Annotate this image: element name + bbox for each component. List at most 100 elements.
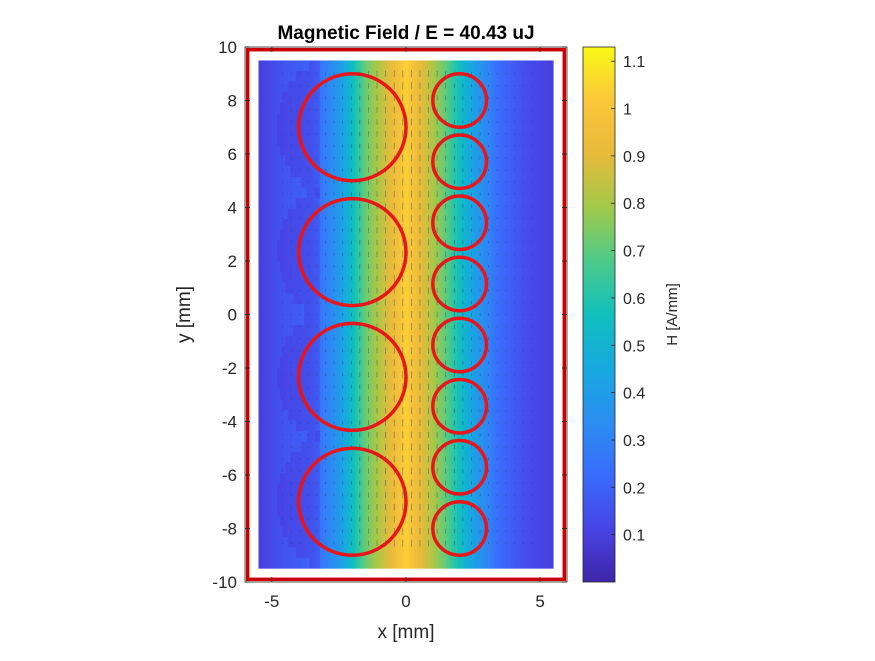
field-cell — [287, 166, 292, 178]
field-cell — [279, 325, 284, 337]
field-cell — [293, 208, 297, 220]
field-cell — [534, 558, 539, 569]
field-cell — [470, 325, 474, 337]
field-cell — [526, 547, 531, 559]
field-cell — [379, 92, 383, 104]
field-cell — [489, 70, 493, 83]
field-cell — [513, 441, 517, 453]
field-cell — [309, 113, 313, 125]
field-cell — [505, 558, 509, 569]
field-cell — [274, 494, 278, 506]
field-cell — [309, 420, 313, 432]
field-cell — [301, 367, 305, 379]
field-cell — [499, 515, 504, 527]
field-cell — [505, 452, 509, 464]
field-cell — [470, 430, 474, 443]
field-cell — [282, 356, 286, 369]
field-cell — [430, 409, 434, 421]
field-cell — [312, 176, 316, 189]
field-cell — [290, 367, 294, 379]
field-cell — [330, 145, 335, 157]
field-cell — [406, 515, 410, 527]
field-cell — [312, 70, 316, 83]
field-cell — [481, 60, 485, 72]
field-cell — [497, 452, 501, 464]
field-cell — [285, 187, 289, 199]
field-cell — [532, 250, 536, 263]
field-cell — [285, 229, 289, 241]
field-cell — [456, 92, 461, 104]
field-cell — [414, 145, 418, 157]
field-cell — [290, 505, 294, 517]
field-cell — [336, 293, 340, 305]
field-cell — [502, 483, 506, 496]
field-cell — [322, 92, 327, 104]
field-cell — [320, 240, 324, 252]
field-cell — [416, 335, 421, 347]
field-cell — [392, 505, 396, 517]
field-cell — [467, 113, 471, 125]
field-cell — [333, 483, 337, 496]
field-cell — [301, 558, 305, 569]
field-cell — [365, 515, 370, 527]
field-cell — [274, 155, 278, 167]
field-cell — [365, 219, 370, 231]
field-cell — [306, 250, 310, 263]
field-cell — [381, 113, 386, 125]
field-cell — [287, 219, 292, 231]
field-cell — [446, 515, 450, 527]
field-cell — [346, 102, 351, 114]
field-cell — [430, 515, 434, 527]
field-cell — [440, 282, 445, 294]
field-cell — [269, 166, 273, 178]
field-cell — [285, 92, 289, 104]
field-cell — [526, 198, 531, 210]
field-cell — [363, 430, 367, 443]
field-cell — [363, 261, 367, 273]
field-cell — [317, 430, 321, 443]
field-cell — [269, 515, 273, 527]
field-cell — [521, 250, 525, 263]
field-cell — [263, 134, 268, 146]
field-cell — [333, 282, 337, 294]
field-cell — [325, 272, 329, 284]
field-cell — [274, 208, 278, 220]
field-cell — [510, 250, 514, 263]
field-cell — [376, 70, 380, 83]
field-cell — [338, 208, 343, 220]
field-cell — [524, 261, 528, 273]
field-cell — [532, 145, 536, 157]
field-cell — [427, 303, 431, 316]
field-cell — [336, 536, 340, 549]
field-cell — [352, 81, 356, 93]
field-cell — [290, 356, 294, 369]
field-cell — [473, 505, 477, 517]
field-cell — [333, 293, 337, 305]
field-cell — [271, 430, 276, 443]
field-cell — [467, 420, 471, 432]
field-cell — [494, 219, 498, 231]
field-cell — [269, 102, 273, 114]
field-cell — [287, 293, 292, 305]
field-cell — [518, 187, 522, 199]
field-cell — [465, 420, 469, 432]
field-cell — [371, 346, 375, 358]
field-cell — [355, 81, 359, 93]
field-cell — [438, 388, 442, 400]
field-cell — [451, 473, 455, 485]
field-cell — [465, 483, 469, 496]
field-cell — [317, 70, 321, 83]
field-cell — [475, 282, 480, 294]
field-cell — [524, 293, 528, 305]
field-cell — [274, 335, 278, 347]
field-cell — [381, 314, 386, 326]
field-cell — [397, 187, 402, 199]
field-cell — [502, 505, 506, 517]
field-cell — [261, 113, 265, 125]
field-cell — [427, 505, 431, 517]
field-cell — [338, 250, 343, 263]
field-cell — [344, 430, 348, 443]
field-cell — [395, 314, 399, 326]
field-cell — [285, 134, 289, 146]
field-cell — [312, 60, 316, 72]
